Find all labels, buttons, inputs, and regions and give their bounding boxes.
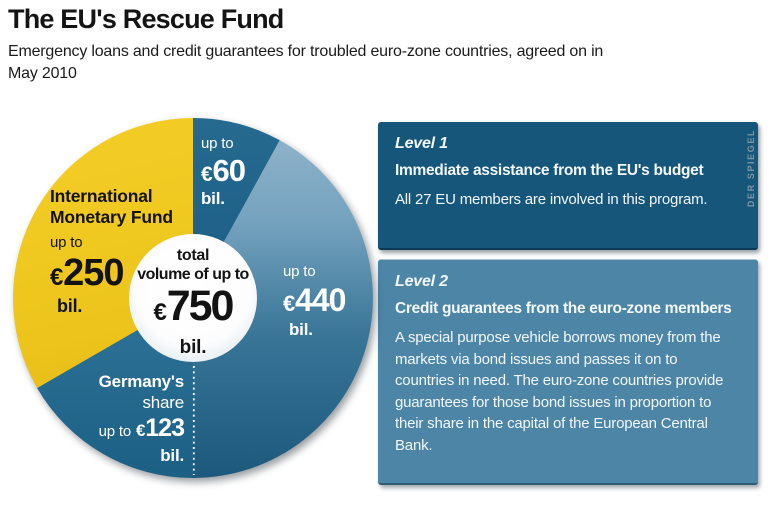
total-value: 750 xyxy=(166,282,235,330)
imf-value: 250 xyxy=(63,252,124,294)
level1-heading: Immediate assistance from the EU's budge… xyxy=(395,162,704,179)
eu-budget-unit: bil. xyxy=(201,189,225,208)
eurozone-upto: up to xyxy=(283,263,316,280)
imf-name: International Monetary Fund xyxy=(50,186,173,227)
label-germany-share: Germany's share up to €123 bil. xyxy=(84,371,185,466)
level2-tag: Level 2 xyxy=(395,273,448,290)
germany-value: 123 xyxy=(145,414,185,442)
germany-name-line1: Germany's xyxy=(98,372,185,391)
label-eurozone-segment: up to €440 bil. xyxy=(283,263,346,340)
publisher-credit: DER SPIEGEL xyxy=(746,128,756,208)
level2-content: Level 2 Credit guarantees from the euro-… xyxy=(378,260,758,456)
germany-name-line2: share xyxy=(142,393,184,412)
rescue-fund-pie-chart xyxy=(12,117,373,479)
imf-unit: bil. xyxy=(57,296,83,316)
level2-panel: Level 2 Credit guarantees from the euro-… xyxy=(378,259,758,485)
germany-unit: bil. xyxy=(160,446,184,465)
eu-budget-value: 60 xyxy=(212,153,245,188)
level2-heading: Credit guarantees from the euro-zone mem… xyxy=(395,300,732,317)
page-title: The EU's Rescue Fund xyxy=(8,4,284,34)
total-line2: volume of up to xyxy=(137,266,249,283)
level1-panel: Level 1 Immediate assistance from the EU… xyxy=(378,122,758,250)
label-imf-segment: International Monetary Fund up to €250 b… xyxy=(50,186,200,316)
imf-currency: € xyxy=(50,264,64,291)
germany-upto: up to xyxy=(98,423,132,440)
level1-tag: Level 1 xyxy=(395,135,448,152)
level1-content: Level 1 Immediate assistance from the EU… xyxy=(378,122,758,211)
page-subtitle: Emergency loans and credit guarantees fo… xyxy=(8,43,604,82)
label-total-volume: total volume of up to €750 bil. xyxy=(128,246,258,358)
pie-segment-eurozone-440 xyxy=(193,140,373,479)
eurozone-unit: bil. xyxy=(289,320,313,339)
total-unit: bil. xyxy=(179,337,207,358)
germany-currency: € xyxy=(136,421,146,440)
imf-upto: up to xyxy=(50,234,83,251)
label-eu-budget-segment: up to €60 bil. xyxy=(201,135,246,209)
eu-budget-upto: up to xyxy=(201,135,234,152)
level1-body: All 27 EU members are involved in this p… xyxy=(395,191,708,208)
eu-budget-currency: € xyxy=(201,163,213,186)
pie-center-circle xyxy=(129,234,257,362)
level2-body: A special purpose vehicle borrows money … xyxy=(395,329,724,454)
total-currency: € xyxy=(153,299,167,326)
eurozone-value: 440 xyxy=(295,282,346,318)
pie-svg xyxy=(12,117,373,479)
eurozone-currency: € xyxy=(283,291,296,316)
total-line1: total xyxy=(176,247,210,264)
